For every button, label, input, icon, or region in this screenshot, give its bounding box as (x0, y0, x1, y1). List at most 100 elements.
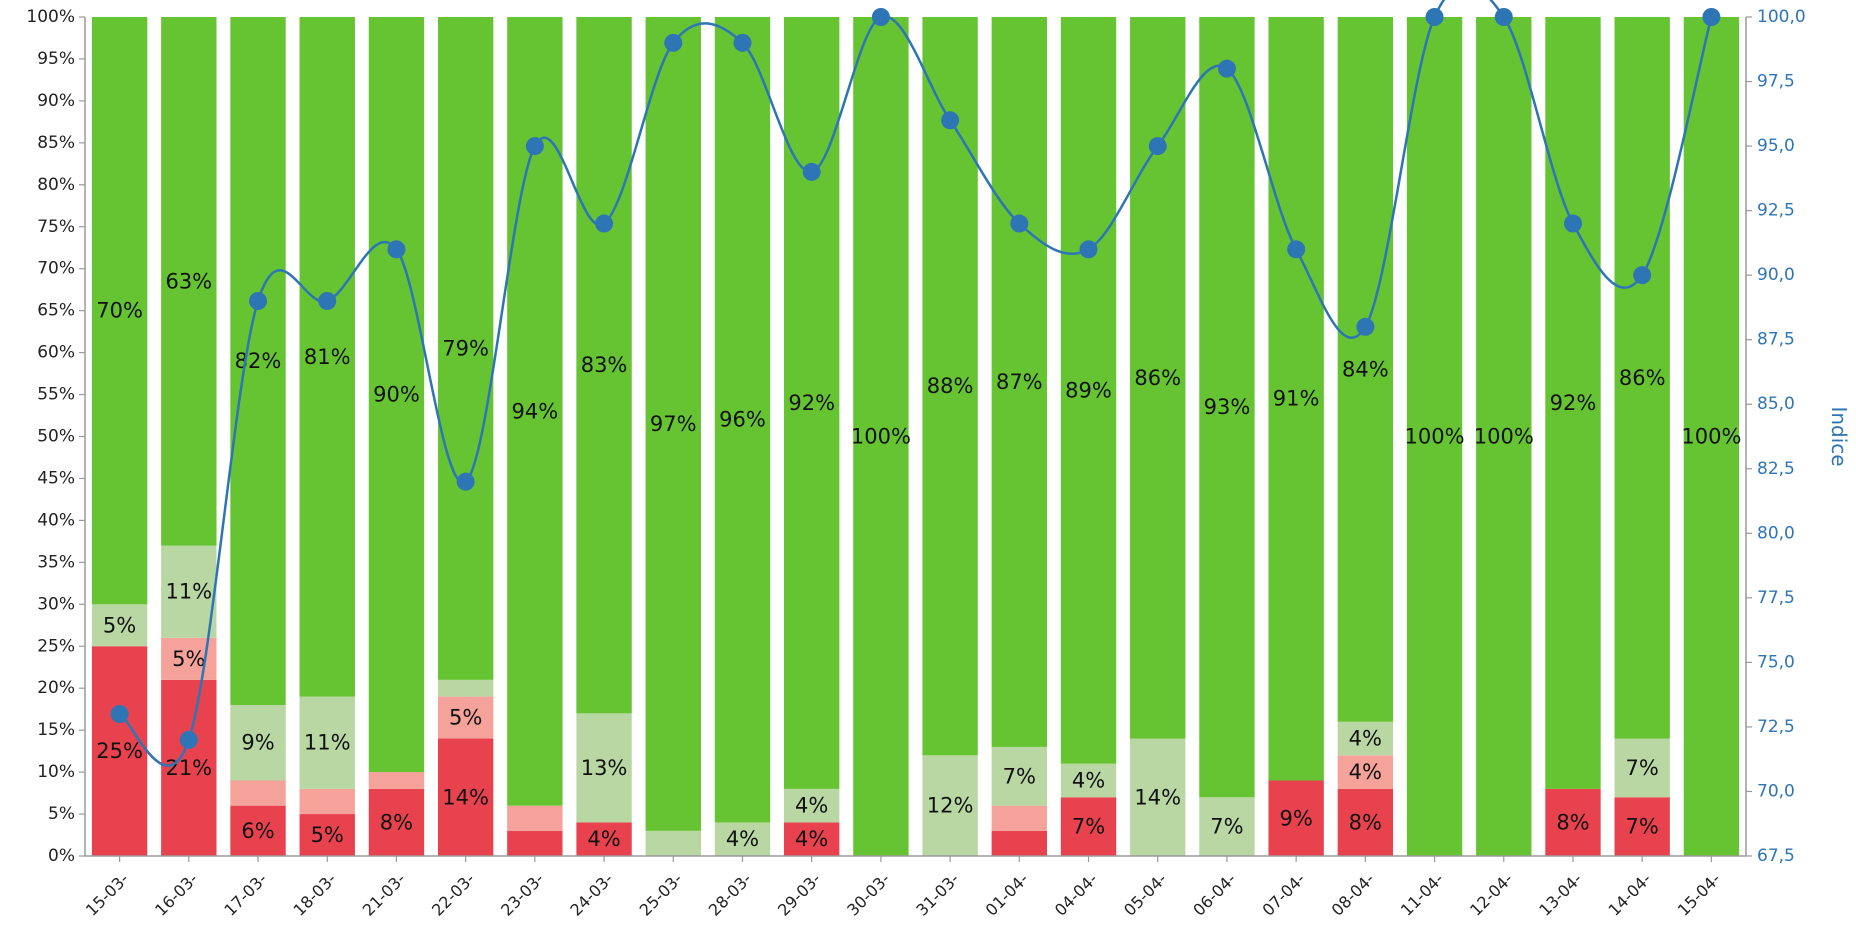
index-point (1494, 8, 1513, 26)
x-tick-label: 05-04- (1120, 869, 1170, 919)
data-label: 4% (587, 827, 620, 851)
x-tick-label: 31-03- (912, 869, 962, 919)
bar-segment (437, 17, 494, 680)
data-label: 7% (1626, 756, 1659, 780)
plot-area (85, 17, 1746, 856)
y-left-tick-label: 30% (37, 594, 75, 614)
x-tick-label: 21-03- (359, 869, 409, 919)
data-label: 100% (1474, 425, 1534, 449)
y-left-tick-label: 70% (37, 259, 75, 279)
index-point (1217, 59, 1236, 78)
bar-segment (1268, 17, 1324, 781)
bar-segment (507, 830, 563, 856)
data-label: 7% (1003, 764, 1036, 788)
bar-segment (1337, 721, 1394, 756)
x-tick-label: 29-03- (774, 869, 824, 919)
x-tick-label: 24-03- (566, 869, 616, 919)
bar-segment (161, 17, 217, 546)
data-label: 100% (1405, 425, 1465, 449)
x-tick-label: 08-04- (1328, 869, 1378, 919)
y-right-tick-label: 95,0 (1757, 136, 1795, 156)
y-left-tick-label: 75% (37, 217, 75, 237)
data-label: 7% (1626, 815, 1659, 839)
index-point (456, 472, 475, 491)
bar-segment (1337, 755, 1394, 789)
x-tick-label: 01-04- (982, 869, 1032, 919)
data-label: 8% (380, 810, 413, 834)
y-right-tick-label: 82,5 (1757, 459, 1795, 479)
index-point (1563, 214, 1582, 233)
x-tick-label: 13-04- (1535, 869, 1585, 919)
bar-segment (1060, 797, 1117, 856)
bar-segment (230, 780, 286, 806)
data-label: 81% (304, 345, 351, 369)
data-label: 88% (927, 374, 974, 398)
bar-segment (437, 696, 494, 739)
data-label: 9% (1279, 806, 1312, 830)
data-label: 13% (581, 756, 628, 780)
bar-segment (1614, 738, 1670, 798)
y-left-tick-label: 45% (37, 468, 75, 488)
data-label: 87% (996, 370, 1043, 394)
bar-segment (299, 788, 355, 815)
index-point (249, 291, 268, 310)
y-right-tick-label: 87,5 (1757, 330, 1795, 350)
data-label: 92% (1550, 391, 1597, 415)
y-right-tick-label: 75,0 (1757, 652, 1795, 672)
data-label: 5% (311, 823, 344, 847)
y-left-tick-label: 90% (37, 91, 75, 111)
x-tick-label: 17-03- (220, 869, 270, 919)
index-point (1633, 266, 1652, 285)
x-tick-label: 06-04- (1189, 869, 1239, 919)
bar-segment (1614, 17, 1670, 739)
data-label: 93% (1204, 395, 1251, 419)
bar-segment (991, 17, 1047, 747)
index-point (1148, 137, 1167, 156)
data-label: 82% (235, 349, 282, 373)
y-right-tick-label: 67,5 (1757, 846, 1795, 866)
y-left-tick-label: 95% (37, 49, 75, 69)
y-left-tick-label: 85% (37, 133, 75, 153)
y-axis-right-title: Indice (1827, 406, 1851, 466)
bar-segment (714, 17, 771, 823)
y-right-tick-label: 72,5 (1757, 717, 1795, 737)
bar-segment (576, 17, 632, 714)
bar-segment (991, 830, 1047, 856)
data-label: 4% (1072, 768, 1105, 792)
data-label: 14% (442, 785, 489, 809)
data-label: 6% (241, 819, 274, 843)
x-tick-label: 14-04- (1605, 869, 1655, 919)
bar-segment (368, 788, 425, 856)
y-right-tick-label: 77,5 (1757, 588, 1795, 608)
bar-segment (91, 17, 148, 605)
index-point (1702, 8, 1721, 26)
x-tick-label: 30-03- (843, 869, 893, 919)
y-right-tick-label: 85,0 (1757, 394, 1795, 414)
bar-segment (645, 17, 701, 831)
bar-segment (299, 814, 355, 856)
index-point (318, 291, 337, 310)
index-point (871, 8, 890, 26)
data-label: 91% (1273, 387, 1320, 411)
y-left-tick-label: 10% (37, 762, 75, 782)
data-label: 79% (442, 336, 489, 360)
data-label: 86% (1619, 366, 1666, 390)
data-label: 8% (1556, 810, 1589, 834)
y-right-tick-label: 80,0 (1757, 523, 1795, 543)
y-right-tick-label: 70,0 (1757, 781, 1795, 801)
bar-segment (230, 17, 286, 705)
bar-segment (922, 755, 978, 856)
index-point (1079, 240, 1098, 259)
bar-segment (230, 805, 286, 856)
data-label: 97% (650, 412, 697, 436)
index-point (1425, 8, 1444, 26)
bar-segment (437, 738, 494, 856)
bar-segment (161, 679, 217, 856)
y-left-tick-label: 5% (48, 804, 75, 824)
index-point (802, 162, 821, 181)
bar-segment (1060, 763, 1117, 798)
bar-segment (922, 17, 978, 756)
data-label: 92% (788, 391, 835, 415)
x-tick-label: 15-04- (1674, 869, 1724, 919)
